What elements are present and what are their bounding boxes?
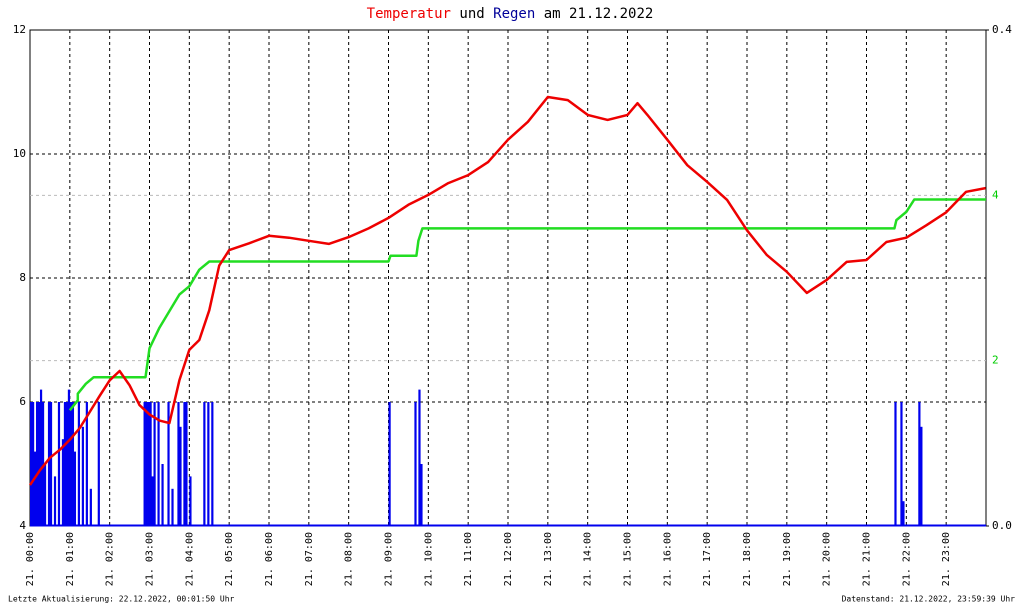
rain-bar — [203, 402, 206, 526]
rain-bar — [97, 402, 100, 526]
rain-bar — [183, 402, 186, 526]
rain-bar — [57, 402, 61, 526]
rain-bar — [67, 389, 71, 526]
rain-bar — [49, 402, 53, 526]
rain-bar — [63, 402, 67, 526]
x-tick-label: 21. 20:00 — [822, 532, 833, 586]
rain-bar — [71, 402, 75, 526]
x-tick-label: 21. 01:00 — [65, 532, 76, 586]
rain-bar — [177, 402, 180, 526]
x-tick-label: 21. 19:00 — [782, 532, 793, 586]
x-tick-label: 21. 17:00 — [702, 532, 713, 586]
title-part: und — [459, 6, 484, 22]
rain-bar — [147, 402, 150, 526]
title-part: Temperatur — [367, 6, 451, 22]
x-tick-label: 21. 16:00 — [662, 532, 673, 586]
rain-bar — [189, 476, 192, 526]
rain-bar — [900, 402, 903, 526]
rain-bar — [53, 476, 57, 526]
y2-tick-label: 0.0 — [992, 519, 1012, 532]
x-tick-label: 21. 08:00 — [344, 532, 355, 586]
x-tick-label: 21. 15:00 — [623, 532, 634, 586]
rain-bar — [143, 402, 146, 526]
x-tick-label: 21. 18:00 — [742, 532, 753, 586]
x-tick-label: 21. 04:00 — [184, 532, 195, 586]
rain-bar — [179, 426, 182, 526]
rain-bar — [39, 389, 43, 526]
rain-bar — [388, 402, 391, 526]
rain-bar — [85, 402, 88, 526]
x-tick-label: 21. 07:00 — [304, 532, 315, 586]
rain-bar — [30, 402, 33, 526]
rain-bar — [81, 426, 84, 526]
rain-bar — [41, 402, 45, 526]
x-tick-label: 21. 10:00 — [423, 532, 434, 586]
rain-bar — [73, 451, 77, 526]
rain-bar — [171, 488, 174, 526]
title-part: am 21.12.2022 — [544, 6, 654, 22]
x-tick-label: 21. 00:00 — [25, 532, 36, 586]
chart-title: Temperatur und Regen am 21.12.2022 — [367, 6, 654, 22]
rain-bar — [920, 426, 923, 526]
rain-bar — [47, 402, 51, 526]
x-tick-label: 21. 02:00 — [105, 532, 116, 586]
footer-right: Datenstand: 21.12.2022, 23:59:39 Uhr — [842, 595, 1016, 604]
rain-bar — [211, 402, 214, 526]
rain-bar — [89, 488, 92, 526]
x-tick-label: 21. 06:00 — [264, 532, 275, 586]
rain-bar — [61, 439, 65, 526]
rain-bar — [420, 464, 423, 526]
rain-bar — [157, 402, 160, 526]
x-tick-label: 21. 13:00 — [543, 532, 554, 586]
series-line — [68, 198, 986, 412]
rain-bar — [33, 451, 37, 526]
y2-tick-label: 0.4 — [992, 23, 1012, 36]
rain-bar — [185, 402, 188, 526]
y-tick-label: 12 — [13, 23, 26, 36]
x-tick-label: 21. 14:00 — [583, 532, 594, 586]
rain-bar — [161, 464, 164, 526]
x-tick-label: 21. 09:00 — [384, 532, 395, 586]
x-tick-label: 21. 22:00 — [901, 532, 912, 586]
y3-tick-label: 4 — [992, 188, 999, 201]
x-tick-label: 21. 23:00 — [941, 532, 952, 586]
rain-bar — [77, 402, 80, 526]
x-tick-label: 21. 11:00 — [463, 532, 474, 586]
x-tick-label: 21. 05:00 — [224, 532, 235, 586]
title-part: Regen — [493, 6, 535, 22]
rain-bar — [149, 402, 152, 526]
rain-bar — [151, 476, 154, 526]
rain-bar — [37, 402, 41, 526]
rain-bar — [207, 402, 210, 526]
rain-bar — [35, 402, 39, 526]
rain-bar — [43, 464, 47, 526]
y3-tick-label: 2 — [992, 354, 999, 367]
y-tick-label: 10 — [13, 147, 26, 160]
rain-bar — [414, 402, 417, 526]
rain-bar — [418, 389, 421, 526]
series-line — [28, 95, 986, 486]
x-tick-label: 21. 21:00 — [862, 532, 873, 586]
rain-bar — [65, 402, 69, 526]
y-tick-label: 8 — [19, 271, 26, 284]
y-tick-label: 4 — [19, 519, 26, 532]
rain-bar — [902, 501, 905, 526]
rain-bar — [153, 402, 156, 526]
footer-left: Letzte Aktualisierung: 22.12.2022, 00:01… — [8, 595, 235, 604]
rain-bar — [167, 402, 170, 526]
rain-bar — [894, 402, 897, 526]
x-tick-label: 21. 03:00 — [145, 532, 156, 586]
rain-bar — [145, 402, 148, 526]
rain-bar — [69, 402, 73, 526]
rain-bar — [31, 402, 35, 526]
x-tick-label: 21. 12:00 — [503, 532, 514, 586]
y-tick-label: 6 — [19, 395, 26, 408]
rain-bar — [918, 402, 921, 526]
